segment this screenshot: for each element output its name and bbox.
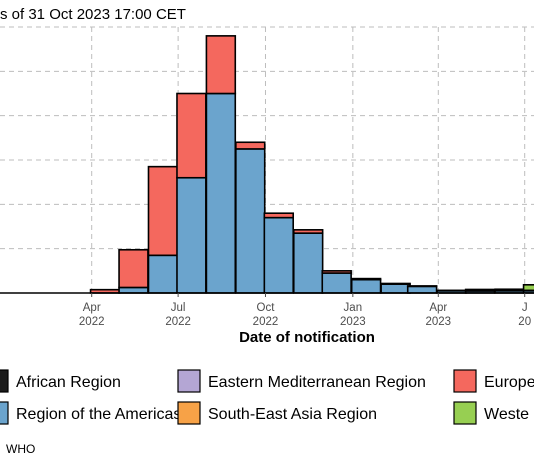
legend-key <box>0 401 9 425</box>
bar-segment <box>147 254 179 294</box>
x-tick-label-month: Jul <box>171 302 186 314</box>
legend-key <box>177 369 201 393</box>
bar-segment <box>235 141 266 150</box>
bar-segment <box>380 283 411 294</box>
x-tick-label-month: J <box>522 302 528 314</box>
x-tick-label-year: 20 <box>518 316 531 328</box>
legend-key <box>177 401 201 425</box>
legend-label: South-East Asia Region <box>208 406 377 423</box>
x-tick-label-month: Apr <box>83 302 101 314</box>
bar-segment <box>263 216 295 294</box>
x-axis-title: Date of notification <box>239 329 375 346</box>
bar-segment <box>118 248 149 289</box>
bar-segment <box>406 285 438 294</box>
legend-label: Region of the Americas <box>16 406 181 423</box>
bar-segment <box>406 285 438 288</box>
source-text: WHO <box>6 442 35 456</box>
bar-segment <box>118 286 149 294</box>
x-tick-label-month: Jan <box>344 302 363 314</box>
x-tick-label-year: 2022 <box>253 316 279 328</box>
bar-segment <box>494 288 525 292</box>
bar-segment <box>176 92 207 179</box>
legend-key <box>0 369 9 393</box>
bar-segment <box>464 288 496 292</box>
bar-segment <box>147 165 179 257</box>
chart-title: s of 31 Oct 2023 17:00 CET <box>0 6 186 23</box>
bar-segment <box>205 92 237 294</box>
bar-segment <box>292 232 324 294</box>
bar-segment <box>235 148 266 294</box>
legend-label: Europe <box>484 374 534 391</box>
bar-segment <box>350 277 382 281</box>
bar-segment <box>522 289 534 294</box>
bar-segment <box>321 270 352 274</box>
legend-label: Eastern Mediterranean Region <box>208 374 426 391</box>
legend-label: African Region <box>16 374 121 391</box>
bar-segment <box>522 283 534 292</box>
bar-segment <box>292 229 324 234</box>
x-tick-label-year: 2022 <box>165 316 191 328</box>
x-tick-label-month: Oct <box>257 302 276 314</box>
bar-segment <box>205 35 237 95</box>
x-tick-label-year: 2022 <box>79 316 105 328</box>
bar-segment <box>436 289 467 292</box>
bar-segment <box>321 272 352 294</box>
legend-key <box>453 369 477 393</box>
legend-label: Weste <box>484 406 529 423</box>
x-tick-label-year: 2023 <box>340 316 366 328</box>
legend-key <box>453 401 477 425</box>
x-tick-label-month: Apr <box>429 302 447 314</box>
bar-segment <box>350 278 382 294</box>
bar-segment <box>380 282 411 285</box>
bar-segment <box>263 212 295 219</box>
x-tick-label-year: 2023 <box>425 316 451 328</box>
bar-segment <box>176 176 207 294</box>
